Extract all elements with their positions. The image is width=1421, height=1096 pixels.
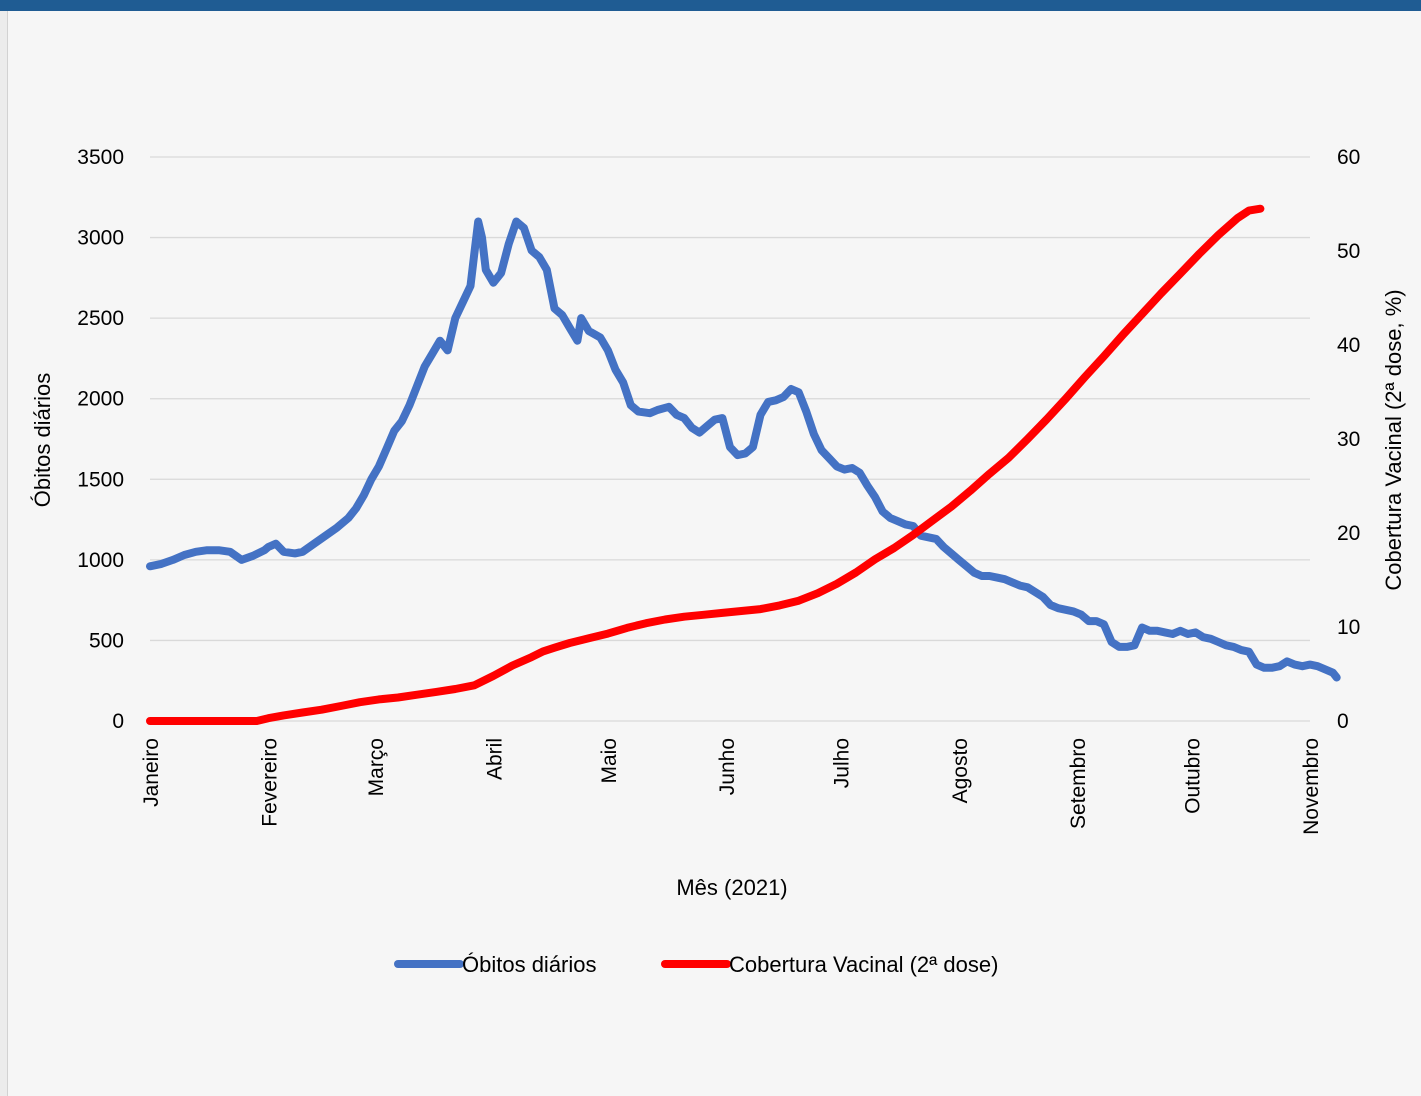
y2-axis-title: Cobertura Vacinal (2ª dose, %) [1381,289,1406,590]
y2-tick-label-3: 30 [1337,428,1360,451]
y-tick-label-0: 0 [112,710,124,733]
x-tick-label-6: Julho [831,738,854,788]
y2-tick-label-4: 40 [1337,334,1360,357]
x-tick-label-3: Abril [483,738,506,780]
window-title-bar [0,0,1421,11]
x-tick-label-5: Junho [716,738,739,795]
x-tick-label-7: Agosto [949,738,972,803]
y-tick-label-7: 3500 [77,146,124,169]
y-tick-label-6: 3000 [77,227,124,250]
gridlines [150,156,1310,722]
right-axis-ticks: 0 10 20 30 40 50 60 [1337,146,1360,733]
legend-label-cobertura: Cobertura Vacinal (2ª dose) [729,952,998,977]
series-line-0 [146,217,1341,682]
x-tick-label-4: Maio [598,738,621,784]
x-tick-label-8: Setembro [1067,738,1090,829]
x-axis-title: Mês (2021) [676,875,787,900]
y-tick-label-3: 1500 [77,468,124,491]
y-tick-label-4: 2000 [77,388,124,411]
series-line-1 [146,204,1265,725]
y2-tick-label-5: 50 [1337,240,1360,263]
x-tick-label-2: Março [365,738,388,796]
y-tick-label-5: 2500 [77,307,124,330]
x-tick-label-1: Fevereiro [258,738,281,827]
x-tick-label-0: Janeiro [140,738,163,807]
x-tick-label-10: Novembro [1300,738,1323,835]
y2-tick-label-1: 10 [1337,616,1360,639]
y-axis-title: Óbitos diários [30,373,55,508]
x-tick-label-9: Outubro [1182,738,1205,814]
y-tick-label-1: 500 [89,629,124,652]
x-axis-ticks: Janeiro Fevereiro Março Abril Maio Junho Julho… [140,738,1323,835]
legend: Óbitos diários Cobertura Vacinal (2ª dos… [394,952,998,977]
left-axis-ticks: 0 500 1000 1500 2000 2500 3000 3500 [77,146,124,733]
legend-label-obitos: Óbitos diários [462,952,597,977]
y2-tick-label-6: 60 [1337,146,1360,169]
window-left-edge [0,11,8,1096]
y-tick-label-2: 1000 [77,549,124,572]
y2-tick-label-0: 0 [1337,710,1349,733]
y2-tick-label-2: 20 [1337,522,1360,545]
series-layer [146,204,1341,725]
